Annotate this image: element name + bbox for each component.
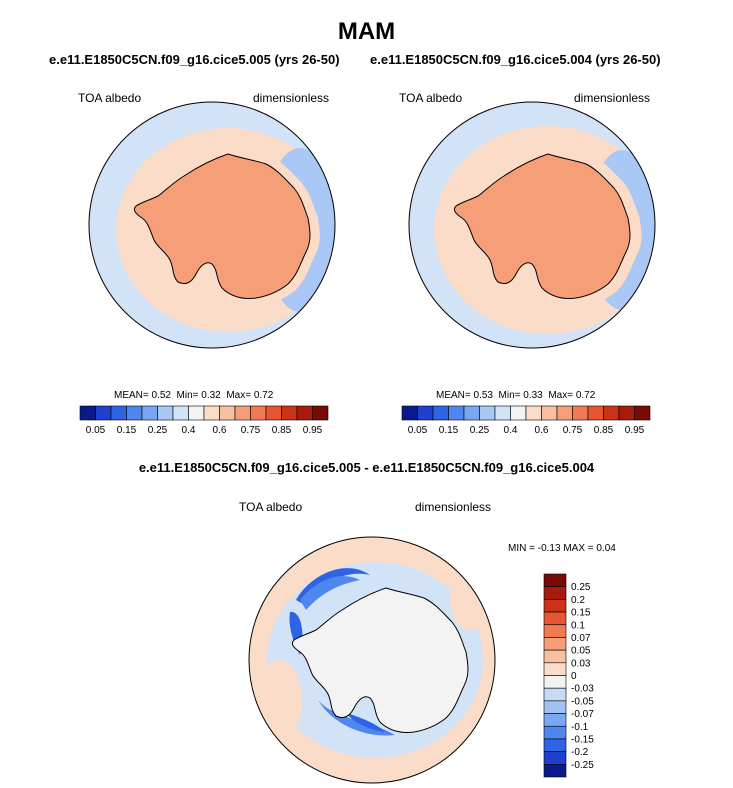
difference-map: [248, 536, 496, 784]
difference-colorbar-tick-label: 0: [571, 671, 577, 682]
difference-colorbar-swatch: [543, 637, 567, 651]
panel-1-colorbar-swatch: [188, 405, 205, 421]
panel-2-colorbar-swatch: [525, 405, 542, 421]
panel-2-colorbar-swatch: [432, 405, 449, 421]
panel-2-colorbar-tick-label: 0.4: [504, 425, 518, 436]
panel-1-colorbar-tick-label: 0.05: [86, 425, 106, 436]
panel-1-colorbar-swatch: [79, 405, 96, 421]
panel-1-colorbar-swatch: [203, 405, 220, 421]
difference-colorbar-tick-label: -0.1: [571, 722, 589, 733]
difference-colorbar-tick-label: 0.05: [571, 646, 591, 657]
panel-1-colorbar-swatch: [95, 405, 112, 421]
panel-2-colorbar-swatch: [572, 405, 589, 421]
panel-2-colorbar-swatch: [417, 405, 434, 421]
difference-title: e.e11.E1850C5CN.f09_g16.cice5.005 - e.e1…: [138, 460, 595, 475]
difference-stats: MIN = -0.13 MAX = 0.04: [508, 543, 616, 554]
difference-colorbar-swatch: [543, 586, 567, 600]
difference-colorbar-tick-label: -0.25: [571, 760, 594, 771]
panel-2-units-label: dimensionless: [574, 91, 651, 105]
panel-2-colorbar-tick-label: 0.15: [439, 425, 459, 436]
difference-colorbar-tick-label: -0.15: [571, 734, 594, 745]
panel-1-units-label: dimensionless: [253, 91, 330, 105]
panel-2-variable-label: TOA albedo: [399, 91, 463, 105]
panel-1-colorbar-tick-label: 0.95: [303, 425, 323, 436]
difference-colorbar: 0.25 0.2 0.150.1 0.07 0.050.03 0 -0.03-0.05 -0.…: [543, 573, 594, 778]
difference-colorbar-swatch: [543, 687, 567, 702]
panel-2-case-title: e.e11.E1850C5CN.f09_g16.cice5.004 (yrs 2…: [370, 52, 661, 67]
panel-2-colorbar-swatch: [448, 405, 465, 421]
panel-1-colorbar-tick-label: 0.6: [213, 425, 227, 436]
panel-1-colorbar-tick-label: 0.85: [272, 425, 292, 436]
panel-2-map: [408, 101, 656, 349]
difference-colorbar-swatch: [543, 611, 567, 626]
difference-colorbar-swatch: [543, 573, 567, 587]
panel-1-colorbar-swatch: [110, 405, 127, 421]
panel-1-colorbar-swatch: [281, 405, 298, 421]
difference-colorbar-tick-label: -0.07: [571, 709, 594, 720]
difference-colorbar-swatch: [543, 662, 567, 676]
difference-units-label: dimensionless: [415, 500, 492, 514]
difference-colorbar-swatch: [543, 599, 567, 613]
panel-1-case-title: e.e11.E1850C5CN.f09_g16.cice5.005 (yrs 2…: [49, 52, 340, 67]
panel-1-colorbar-swatch: [172, 405, 189, 421]
panel-2-colorbar-swatch: [401, 405, 418, 421]
panel-1-colorbar-swatch: [219, 405, 236, 421]
difference-colorbar-swatch: [543, 751, 567, 765]
panel-2-colorbar-swatch: [463, 405, 480, 421]
difference-colorbar-tick-label: 0.2: [571, 595, 585, 606]
difference-colorbar-tick-label: -0.2: [571, 747, 589, 758]
panel-2-colorbar: 0.05 0.15 0.25 0.4 0.6 0.75 0.85 0.95: [401, 405, 651, 436]
panel-2-colorbar-swatch: [603, 405, 620, 421]
panel-1-colorbar-swatch: [312, 405, 329, 421]
difference-colorbar-swatch: [543, 725, 567, 740]
difference-colorbar-swatch: [543, 624, 567, 638]
panel-2-colorbar-tick-label: 0.75: [563, 425, 583, 436]
difference-colorbar-tick-label: -0.05: [571, 696, 594, 707]
panel-1-variable-label: TOA albedo: [78, 91, 142, 105]
panel-2-stats: MEAN= 0.53 Min= 0.33 Max= 0.72: [436, 390, 596, 401]
difference-colorbar-swatch: [543, 764, 567, 778]
panel-2-colorbar-swatch: [587, 405, 604, 421]
panel-1-colorbar-swatch: [157, 405, 174, 421]
panel-1-colorbar-swatch: [265, 405, 282, 421]
difference-colorbar-swatch: [543, 675, 567, 689]
panel-2-colorbar-swatch: [618, 405, 635, 421]
panel-2-colorbar-swatch: [510, 405, 527, 421]
panel-1-colorbar-swatch: [126, 405, 143, 421]
panel-2-colorbar-swatch: [556, 405, 573, 421]
panel-1-colorbar-tick-label: 0.4: [182, 425, 196, 436]
panel-2-colorbar-tick-label: 0.85: [594, 425, 614, 436]
difference-colorbar-tick-label: 0.03: [571, 658, 591, 669]
difference-colorbar-tick-label: 0.07: [571, 633, 591, 644]
panel-2-colorbar-swatch: [494, 405, 511, 421]
panel-2-colorbar-swatch: [634, 405, 651, 421]
panel-1-colorbar-tick-label: 0.25: [148, 425, 168, 436]
panel-2-colorbar-swatch: [541, 405, 558, 421]
panel-2-colorbar-swatch: [479, 405, 496, 421]
panel-1-colorbar-swatch: [141, 405, 158, 421]
panel-1-colorbar-swatch: [296, 405, 313, 421]
panel-2-colorbar-tick-label: 0.25: [470, 425, 490, 436]
panel-1-colorbar-tick-label: 0.15: [117, 425, 137, 436]
panel-1-map: [88, 101, 336, 349]
panel-1-colorbar-swatch: [250, 405, 267, 421]
difference-colorbar-swatch: [543, 700, 567, 714]
difference-colorbar-tick-label: 0.15: [571, 608, 591, 619]
difference-colorbar-swatch: [543, 738, 567, 752]
difference-colorbar-tick-label: 0.25: [571, 582, 591, 593]
difference-colorbar-swatch: [543, 713, 567, 727]
panel-1-colorbar: 0.05 0.15 0.25 0.4 0.6 0.75 0.85 0.95: [79, 405, 329, 436]
panel-2-colorbar-tick-label: 0.95: [625, 425, 645, 436]
difference-colorbar-tick-label: -0.03: [571, 684, 594, 695]
difference-variable-label: TOA albedo: [239, 500, 303, 514]
panel-1-colorbar-swatch: [234, 405, 251, 421]
difference-colorbar-swatch: [543, 649, 567, 664]
panel-1-colorbar-tick-label: 0.75: [241, 425, 261, 436]
difference-colorbar-tick-label: 0.1: [571, 620, 585, 631]
panel-2-colorbar-tick-label: 0.6: [535, 425, 549, 436]
panel-1-stats: MEAN= 0.52 Min= 0.32 Max= 0.72: [114, 390, 274, 401]
panel-2-colorbar-tick-label: 0.05: [408, 425, 428, 436]
page-title: MAM: [337, 18, 396, 45]
